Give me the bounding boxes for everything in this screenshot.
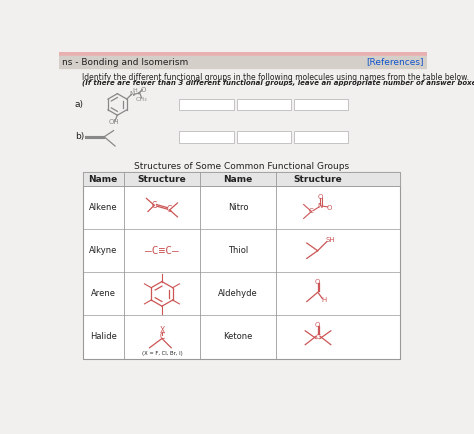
Text: O: O (315, 322, 320, 328)
Text: Halide: Halide (90, 332, 117, 342)
Text: Alkyne: Alkyne (89, 246, 118, 255)
Text: SH: SH (325, 237, 335, 243)
Bar (179, 131, 234, 142)
Text: N: N (317, 203, 323, 209)
Text: C: C (152, 201, 157, 210)
Text: Aldehyde: Aldehyde (219, 289, 258, 298)
Text: Arene: Arene (91, 289, 116, 298)
Text: C: C (309, 208, 314, 214)
Text: Name: Name (89, 174, 118, 184)
Text: CH₃: CH₃ (136, 96, 147, 102)
Text: O: O (315, 279, 320, 285)
Text: Alkene: Alkene (89, 203, 118, 212)
Text: H: H (321, 297, 327, 303)
Text: C: C (159, 332, 164, 342)
Text: N: N (129, 91, 135, 97)
Text: O: O (327, 204, 332, 210)
Bar (294, 99, 348, 110)
Text: C: C (315, 334, 320, 340)
Text: Structure: Structure (137, 174, 186, 184)
Text: O: O (140, 87, 146, 93)
Text: H: H (132, 88, 137, 93)
Text: (X = F, Cl, Br, I): (X = F, Cl, Br, I) (142, 352, 182, 356)
Text: [References]: [References] (366, 58, 423, 66)
Bar (82, 172, 400, 186)
Bar (82, 172, 400, 358)
Text: OH: OH (108, 119, 119, 125)
Text: ns - Bonding and Isomerism: ns - Bonding and Isomerism (63, 58, 189, 66)
Text: Ketone: Ketone (224, 332, 253, 342)
Text: b): b) (75, 132, 84, 141)
Text: Structures of Some Common Functional Groups: Structures of Some Common Functional Gro… (134, 161, 349, 171)
Text: Name: Name (224, 174, 253, 184)
Bar (237, 131, 291, 142)
Bar (294, 131, 348, 142)
Text: O: O (317, 194, 323, 200)
Bar (59, 56, 427, 68)
Bar (237, 99, 291, 110)
Text: Structure: Structure (293, 174, 342, 184)
Bar (179, 99, 234, 110)
Text: —C≡C—: —C≡C— (145, 246, 179, 256)
Text: Thiol: Thiol (228, 246, 248, 255)
Bar (59, 52, 427, 56)
Text: X: X (159, 326, 164, 335)
Text: Nitro: Nitro (228, 203, 248, 212)
Text: (If there are fewer than 3 different functional groups, leave an appropriate num: (If there are fewer than 3 different fun… (82, 80, 474, 86)
Text: a): a) (75, 100, 84, 109)
Text: Identify the different functional groups in the following molecules using names : Identify the different functional groups… (82, 73, 470, 82)
Text: C: C (167, 205, 173, 214)
